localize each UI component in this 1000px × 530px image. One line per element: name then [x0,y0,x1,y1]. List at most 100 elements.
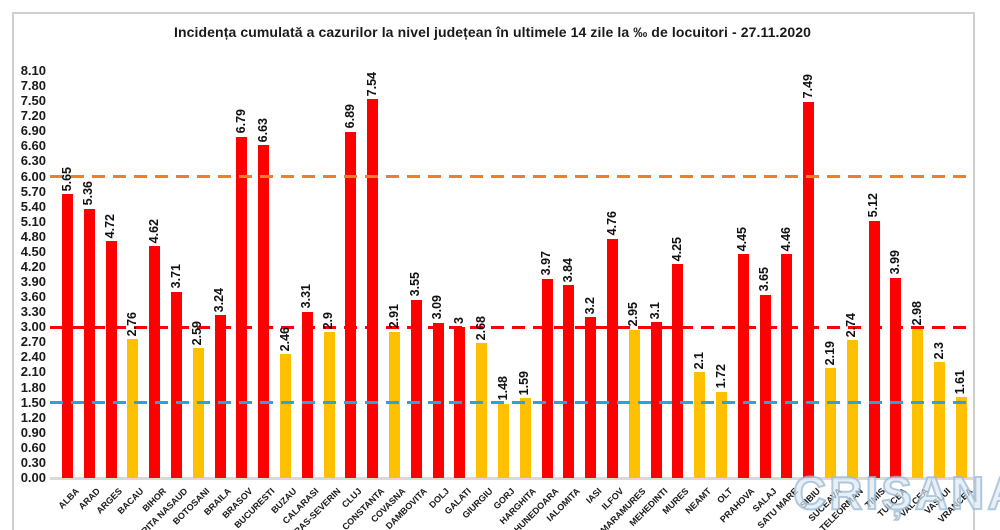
chart-title: Incidența cumulată a cazurilor la nivel … [173,24,811,40]
bar-value-label: 4.46 [778,226,793,251]
bar-olt [716,391,727,478]
bar-iasi [585,317,597,478]
bar-hunedoara [541,278,553,478]
bar-value-label: 3.31 [299,284,314,309]
bar-neamt [694,372,706,478]
bar-brasov [236,136,248,478]
bar-giurgiu [476,343,488,478]
threshold-line-1.50 [50,401,973,405]
bar-bucuresti [258,144,270,478]
y-axis-tick-label: 4.80 [20,228,46,244]
y-axis-tick-label: 6.60 [20,138,46,154]
bar-mehedinti [650,322,662,478]
y-axis-tick-label: 2.40 [20,349,46,365]
bar-value-label: 1.48 [495,376,510,401]
y-axis-tick-label: 5.70 [20,183,46,199]
bar-mures [672,264,684,478]
bar-value-label: 3.1 [648,301,663,320]
y-axis-tick-label: 0.30 [20,454,46,470]
bar-value-label: 7.54 [364,71,379,97]
y-axis-tick-label: 3.90 [20,274,46,290]
bar-value-label: 3.65 [757,267,772,292]
x-axis-line [50,477,973,480]
bar-braila [214,315,226,478]
bar-value-label: 3.99 [887,250,902,275]
bar-value-label: 4.72 [103,213,118,238]
bar-dolj [432,322,444,478]
bar-value-label: 2.3 [931,342,946,360]
bar-value-label: 2.68 [473,316,488,341]
bar-value-label: 4.76 [604,211,619,236]
y-axis-tick-label: 6.30 [20,153,46,169]
y-axis-tick-label: 7.80 [20,78,46,94]
y-axis-tick-label: 5.40 [20,198,46,214]
bar-value-label: 2.46 [277,327,292,352]
bar-satu-mare [781,253,793,478]
bar-value-label: 2.59 [190,320,205,345]
bar-value-label: 3.84 [560,257,575,283]
bar-harghita [519,398,531,478]
bar-arad [83,208,95,478]
bar-value-label: 6.63 [255,117,270,142]
y-axis-tick-label: 6.90 [20,123,46,139]
bar-sibiu [803,101,815,478]
y-axis-tick-label: 1.20 [20,409,46,425]
bar-value-label: 6.89 [342,104,357,129]
bar-teleorman [846,340,858,478]
bar-bihor [149,245,161,478]
bar-value-label: 2.9 [321,311,336,330]
bar-botosani [192,347,204,478]
bar-value-label: 2.98 [909,300,924,326]
bar-value-label: 3.55 [408,272,423,297]
bar-salaj [759,294,771,478]
bar-buzau [280,354,291,478]
y-axis-tick-label: 5.10 [20,213,46,229]
bar-value-label: 6.79 [233,109,248,134]
bar-value-label: 5.36 [81,181,96,206]
y-axis-tick-label: 0.90 [20,424,46,440]
bar-value-label: 2.95 [626,302,641,327]
y-axis-tick-label: 3.00 [20,319,46,335]
threshold-line-6.00 [50,175,973,179]
bar-value-label: 3 [451,317,466,325]
bar-covasna [389,331,400,478]
bar-value-label: 1.72 [713,364,728,389]
threshold-line-3.00 [50,325,973,329]
bar-value-label: 7.49 [800,74,815,99]
bar-value-label: 2.91 [386,304,401,329]
y-axis-tick-label: 8.10 [20,63,46,78]
bar-bacau [127,339,139,478]
bar-value-label: 3.97 [539,251,554,276]
bar-tulcea [890,277,902,478]
bar-value-label: 4.45 [735,227,750,252]
bar-calarasi [301,311,313,478]
bar-ialomita [563,285,575,478]
y-axis-tick-label: 7.20 [20,108,46,124]
watermark: CRIȘANA [792,466,1000,520]
bar-value-label: 2.76 [124,311,139,337]
y-axis-tick-label: 3.60 [20,289,46,305]
bar-constanta [367,99,379,478]
y-axis-tick-label: 0.60 [20,439,46,455]
y-axis-tick-label: 2.70 [20,334,46,350]
bar-value-label: 3.24 [212,287,227,313]
bar-vaslui [934,362,945,478]
y-axis-tick-label: 6.00 [20,168,46,184]
bar-caras-severin [323,332,335,478]
bar-value-label: 1.61 [953,369,968,395]
y-axis-tick-label: 0.00 [20,470,46,485]
bar-value-label: 5.65 [59,166,74,192]
bar-value-label: 4.25 [669,237,684,262]
y-axis-tick-label: 3.30 [20,304,46,320]
y-axis-tick-label: 4.50 [20,243,46,259]
y-axis-tick-label: 1.50 [20,394,46,410]
bar-prahova [737,254,749,478]
bar-value-label: 3.71 [168,264,183,289]
bar-bistrita-nasaud [171,291,182,478]
bar-dambovita [410,299,422,478]
bar-alba [62,194,73,478]
bar-value-label: 5.12 [866,193,881,218]
bar-suceava [825,367,836,478]
bar-value-label: 2.74 [844,312,859,338]
